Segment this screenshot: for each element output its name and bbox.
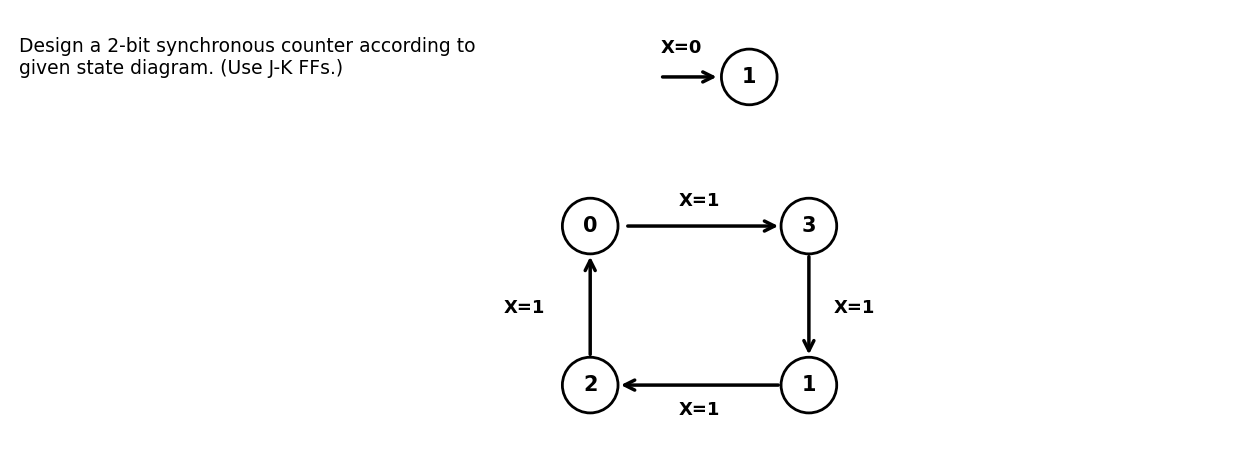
Circle shape bbox=[781, 357, 836, 413]
Text: X=0: X=0 bbox=[661, 39, 703, 57]
Text: X=1: X=1 bbox=[504, 299, 545, 316]
Text: 1: 1 bbox=[801, 375, 816, 395]
Text: 0: 0 bbox=[583, 216, 598, 236]
Circle shape bbox=[563, 198, 618, 254]
Text: 3: 3 bbox=[801, 216, 816, 236]
Text: 1: 1 bbox=[743, 67, 756, 87]
Circle shape bbox=[721, 49, 778, 105]
Circle shape bbox=[781, 198, 836, 254]
Text: X=1: X=1 bbox=[834, 299, 875, 316]
Text: 2: 2 bbox=[583, 375, 598, 395]
Text: X=1: X=1 bbox=[679, 401, 720, 419]
Circle shape bbox=[563, 357, 618, 413]
Text: X=1: X=1 bbox=[679, 192, 720, 210]
Text: Design a 2-bit synchronous counter according to
given state diagram. (Use J-K FF: Design a 2-bit synchronous counter accor… bbox=[19, 37, 475, 78]
